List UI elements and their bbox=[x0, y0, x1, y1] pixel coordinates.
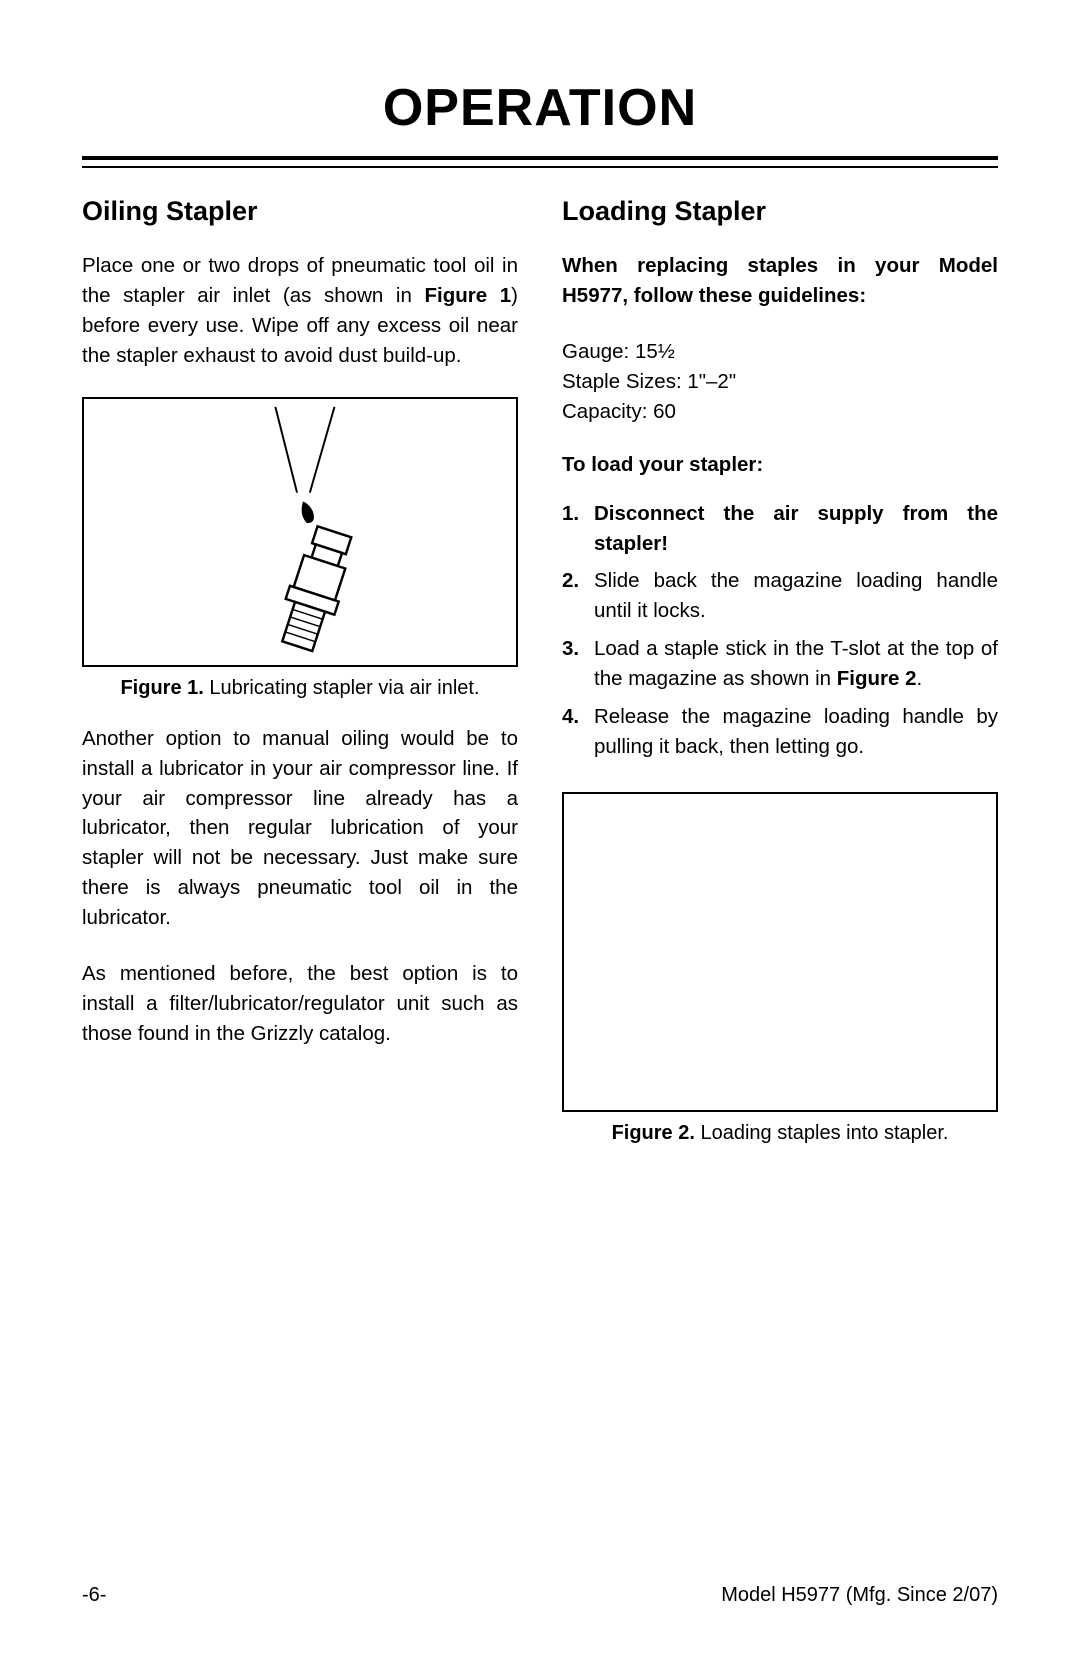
spec-capacity: Capacity: 60 bbox=[562, 397, 998, 427]
figure-1-caption-text: Lubricating stapler via air inlet. bbox=[204, 677, 480, 699]
step-text: Disconnect the air supply from the stapl… bbox=[594, 499, 998, 559]
left-column: Oiling Stapler Place one or two drops of… bbox=[82, 196, 518, 1169]
oiling-para-3: As mentioned before, the best option is … bbox=[82, 959, 518, 1049]
step-text: Slide back the magazine loading handle u… bbox=[594, 566, 998, 626]
step-text: Load a staple stick in the T-slot at the… bbox=[594, 634, 998, 694]
spec-sizes: Staple Sizes: 1"–2" bbox=[562, 367, 998, 397]
figure-1-ref: Figure 1 bbox=[425, 284, 512, 307]
divider-thin bbox=[82, 166, 998, 168]
step-num: 2. bbox=[562, 566, 594, 626]
load-steps: 1. Disconnect the air supply from the st… bbox=[562, 499, 998, 762]
figure-1-box bbox=[82, 397, 518, 667]
figure-1-caption: Figure 1. Lubricating stapler via air in… bbox=[82, 677, 518, 700]
load-heading: To load your stapler: bbox=[562, 453, 998, 477]
figure-2-box bbox=[562, 792, 998, 1112]
step-text: Release the magazine loading handle by p… bbox=[594, 702, 998, 762]
page-title: OPERATION bbox=[82, 78, 998, 138]
loading-intro: When replacing staples in your Model H59… bbox=[562, 251, 998, 311]
figure-2-label: Figure 2. bbox=[612, 1122, 695, 1144]
step-num: 1. bbox=[562, 499, 594, 559]
two-column-layout: Oiling Stapler Place one or two drops of… bbox=[82, 196, 998, 1169]
text: . bbox=[916, 667, 922, 690]
oiling-para-1: Place one or two drops of pneumatic tool… bbox=[82, 251, 518, 371]
step-num: 3. bbox=[562, 634, 594, 694]
divider-thick bbox=[82, 156, 998, 160]
step-3: 3. Load a staple stick in the T-slot at … bbox=[562, 634, 998, 694]
figure-1-label: Figure 1. bbox=[120, 677, 203, 699]
figure-1-art bbox=[84, 399, 516, 665]
model-footer: Model H5977 (Mfg. Since 2/07) bbox=[721, 1584, 998, 1607]
page-number: -6- bbox=[82, 1584, 106, 1607]
figure-2-caption-text: Loading staples into stapler. bbox=[695, 1122, 949, 1144]
oiling-para-2: Another option to manual oiling would be… bbox=[82, 724, 518, 933]
loading-heading: Loading Stapler bbox=[562, 196, 998, 227]
spec-gauge: Gauge: 15½ bbox=[562, 337, 998, 367]
text: Load a staple stick in the T-slot at the… bbox=[594, 637, 998, 690]
step-num: 4. bbox=[562, 702, 594, 762]
right-column: Loading Stapler When replacing staples i… bbox=[562, 196, 998, 1169]
oiling-heading: Oiling Stapler bbox=[82, 196, 518, 227]
step-4: 4. Release the magazine loading handle b… bbox=[562, 702, 998, 762]
spec-block: Gauge: 15½ Staple Sizes: 1"–2" Capacity:… bbox=[562, 337, 998, 427]
step-2: 2. Slide back the magazine loading handl… bbox=[562, 566, 998, 626]
step-1: 1. Disconnect the air supply from the st… bbox=[562, 499, 998, 559]
figure-2-caption: Figure 2. Loading staples into stapler. bbox=[562, 1122, 998, 1145]
page-footer: -6- Model H5977 (Mfg. Since 2/07) bbox=[82, 1584, 998, 1607]
figure-2-ref: Figure 2 bbox=[837, 667, 917, 690]
